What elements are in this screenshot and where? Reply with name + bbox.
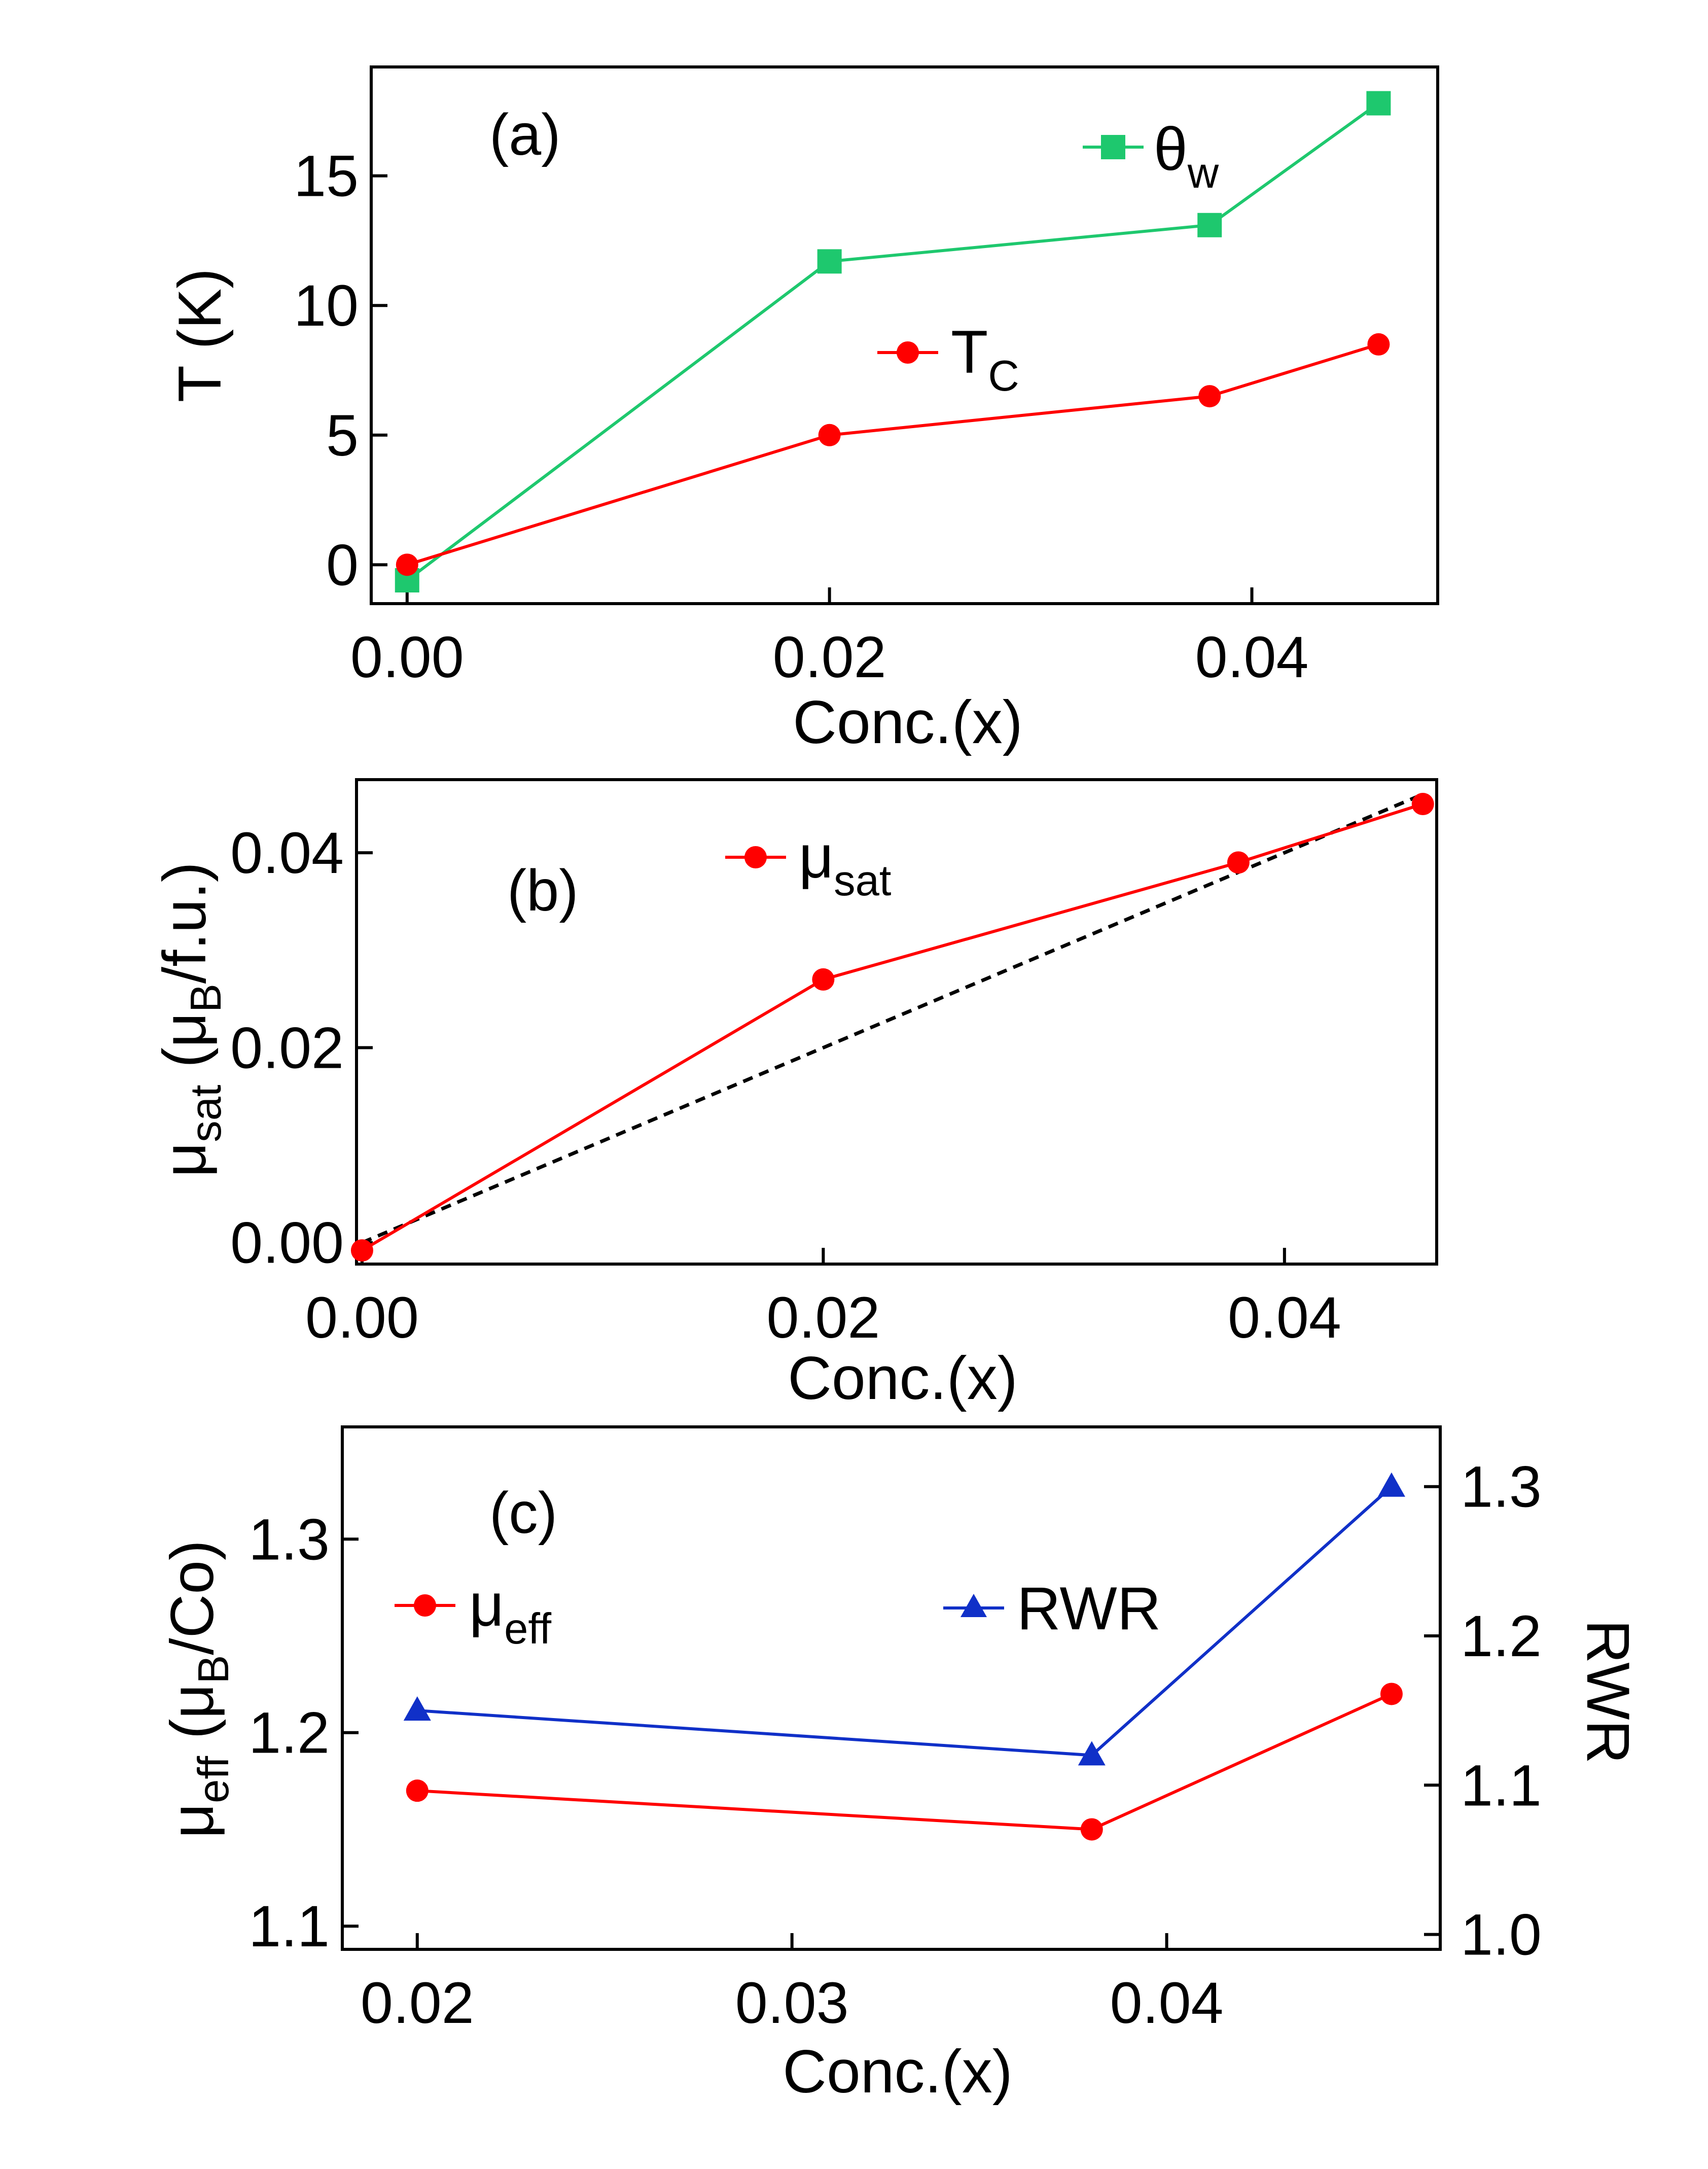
- legend-rwr-text: RWR: [1017, 1575, 1161, 1642]
- legend-mu-eff-text: μeff: [469, 1571, 551, 1653]
- panel-c-frame: [341, 1425, 1442, 1951]
- panel-c-ylabel: μeff (μB/Co): [158, 1540, 238, 1838]
- panel-c-series-0-point-1: [1080, 1818, 1103, 1841]
- legend-mu-eff: μeff: [395, 1571, 551, 1653]
- panel-a-lines: [406, 102, 1380, 582]
- panel-a-ytick-label-3: 15: [294, 144, 359, 209]
- panel-a-xtick-label-2: 0.04: [1195, 625, 1309, 690]
- panel-b-ylabel: μsat (μB/f.u.): [151, 862, 230, 1177]
- panel-b-xtick-label-1: 0.02: [766, 1285, 880, 1350]
- panel-c-y2tick-label-2: 1.2: [1461, 1604, 1542, 1669]
- panel-a-xlabel: Conc.(x): [793, 688, 1022, 756]
- panel-b-series-0-point-1: [812, 968, 835, 991]
- panel-a-ytick-label-1: 5: [326, 403, 359, 468]
- panel-b-xtick-label-2: 0.04: [1228, 1285, 1341, 1350]
- panel-a-series-0-point-2: [1197, 213, 1222, 237]
- legend-mu-sat-text: μsat: [799, 823, 892, 905]
- panel-c-lines: [417, 1485, 1393, 1831]
- panel-c-label: (c): [489, 1481, 557, 1546]
- panel-a-series-0-point-1: [817, 249, 842, 274]
- panel-b-series-0-point-2: [1227, 851, 1250, 874]
- panel-a-series-1-point-0: [396, 553, 418, 576]
- panel-a-xtick-label-0: 0.00: [350, 625, 464, 690]
- panel-a-label: (a): [489, 102, 561, 167]
- panel-c-xtick-label-0: 0.02: [361, 1971, 474, 2036]
- panel-b-series-0-point-3: [1411, 793, 1434, 816]
- legend-mu-eff-marker: [414, 1594, 436, 1617]
- panel-c-ticks: 0.02 0.03 0.04 1.1 1.2 1.3 1.0 1.1 1.2 1.3: [248, 1455, 1542, 2036]
- panel-c-ytick-label-1: 1.2: [248, 1701, 330, 1766]
- panel-c-xlabel: Conc.(x): [782, 2038, 1012, 2106]
- legend-mu-sat: μsat: [725, 823, 892, 905]
- panel-c-series-0-point-2: [1380, 1683, 1403, 1705]
- panel-b-lines: [361, 802, 1424, 1252]
- panel-a-series-1-point-3: [1367, 333, 1390, 356]
- panel-b-xlabel: Conc.(x): [788, 1344, 1017, 1412]
- panel-b-reference-dashed-line: [361, 792, 1424, 1244]
- panel-a-series-0-line: [406, 102, 1380, 582]
- panel-a-markers: [395, 91, 1391, 592]
- panel-b-ytick-label-0: 0.00: [230, 1211, 344, 1276]
- panel-a-ytick-label-2: 10: [294, 273, 359, 338]
- panel-a-xtick-label-1: 0.02: [773, 625, 886, 690]
- panel-c-y2tick-label-3: 1.3: [1461, 1455, 1542, 1520]
- panel-c-y2tick-label-1: 1.1: [1461, 1753, 1542, 1818]
- legend-theta-w: θw: [1083, 115, 1219, 197]
- panel-b-xtick-label-0: 0.00: [305, 1285, 419, 1350]
- panel-c-series-0-line: [417, 1692, 1393, 1831]
- legend-tc-text: TC: [951, 318, 1019, 400]
- panel-a: 0.00 0.02 0.04 0 5 10 15 (a) Conc.(x) T (K) θw…: [166, 65, 1439, 756]
- panel-a-series-0-point-3: [1366, 91, 1391, 116]
- panel-c-ytick-label-0: 1.1: [248, 1894, 330, 1959]
- panel-b-ytick-label-2: 0.04: [230, 821, 344, 886]
- panel-a-frame: [370, 65, 1439, 605]
- legend-tc-marker: [897, 341, 919, 364]
- panel-b-series-0-line: [361, 802, 1424, 1252]
- legend-mu-sat-marker: [744, 846, 767, 868]
- panel-c-series-1-point-1: [1078, 1741, 1106, 1766]
- panel-a-ticks: 0.00 0.02 0.04 0 5 10 15: [294, 144, 1308, 690]
- legend-theta-w-text: θw: [1154, 115, 1219, 197]
- legend-rwr: RWR: [943, 1575, 1161, 1642]
- legend-rwr-marker: [960, 1594, 987, 1617]
- panel-b-reference-line: [361, 792, 1424, 1244]
- legend-tc: TC: [877, 318, 1019, 400]
- panel-c-markers: [403, 1472, 1405, 1841]
- panel-c-series-1-line: [417, 1485, 1393, 1757]
- panel-b-series-0-point-0: [350, 1239, 373, 1262]
- panel-c-series-1-point-2: [1377, 1472, 1405, 1497]
- panel-c-xtick-label-2: 0.04: [1110, 1971, 1224, 2036]
- panel-c: 0.02 0.03 0.04 1.1 1.2 1.3 1.0 1.1 1.2 1.3 (c) Co…: [158, 1425, 1642, 2106]
- panel-c-y2tick-label-0: 1.0: [1461, 1903, 1542, 1968]
- panel-c-series-1-point-0: [403, 1696, 431, 1721]
- panel-a-series-1-point-2: [1198, 385, 1221, 408]
- panel-b-ticks: 0.00 0.02 0.04 0.00 0.02 0.04: [230, 821, 1341, 1350]
- panel-c-y2label: RWR: [1574, 1620, 1642, 1764]
- panel-c-series-0-point-0: [406, 1779, 429, 1802]
- panel-a-series-1-line: [406, 343, 1379, 567]
- panel-b-frame: [355, 778, 1438, 1266]
- legend-theta-w-marker: [1101, 135, 1125, 159]
- panel-b-markers: [350, 793, 1434, 1262]
- panel-b: 0.00 0.02 0.04 0.00 0.02 0.04 (b) Conc.(x) μs…: [151, 778, 1438, 1412]
- panel-a-series-1-point-1: [818, 424, 841, 446]
- panel-a-ylabel: T (K): [166, 268, 234, 402]
- panel-b-label: (b): [507, 858, 579, 923]
- panel-b-ytick-label-1: 0.02: [230, 1016, 344, 1080]
- panel-a-ytick-label-0: 0: [326, 533, 359, 598]
- panel-c-ytick-label-2: 1.3: [248, 1507, 330, 1572]
- panel-c-xtick-label-1: 0.03: [735, 1971, 849, 2036]
